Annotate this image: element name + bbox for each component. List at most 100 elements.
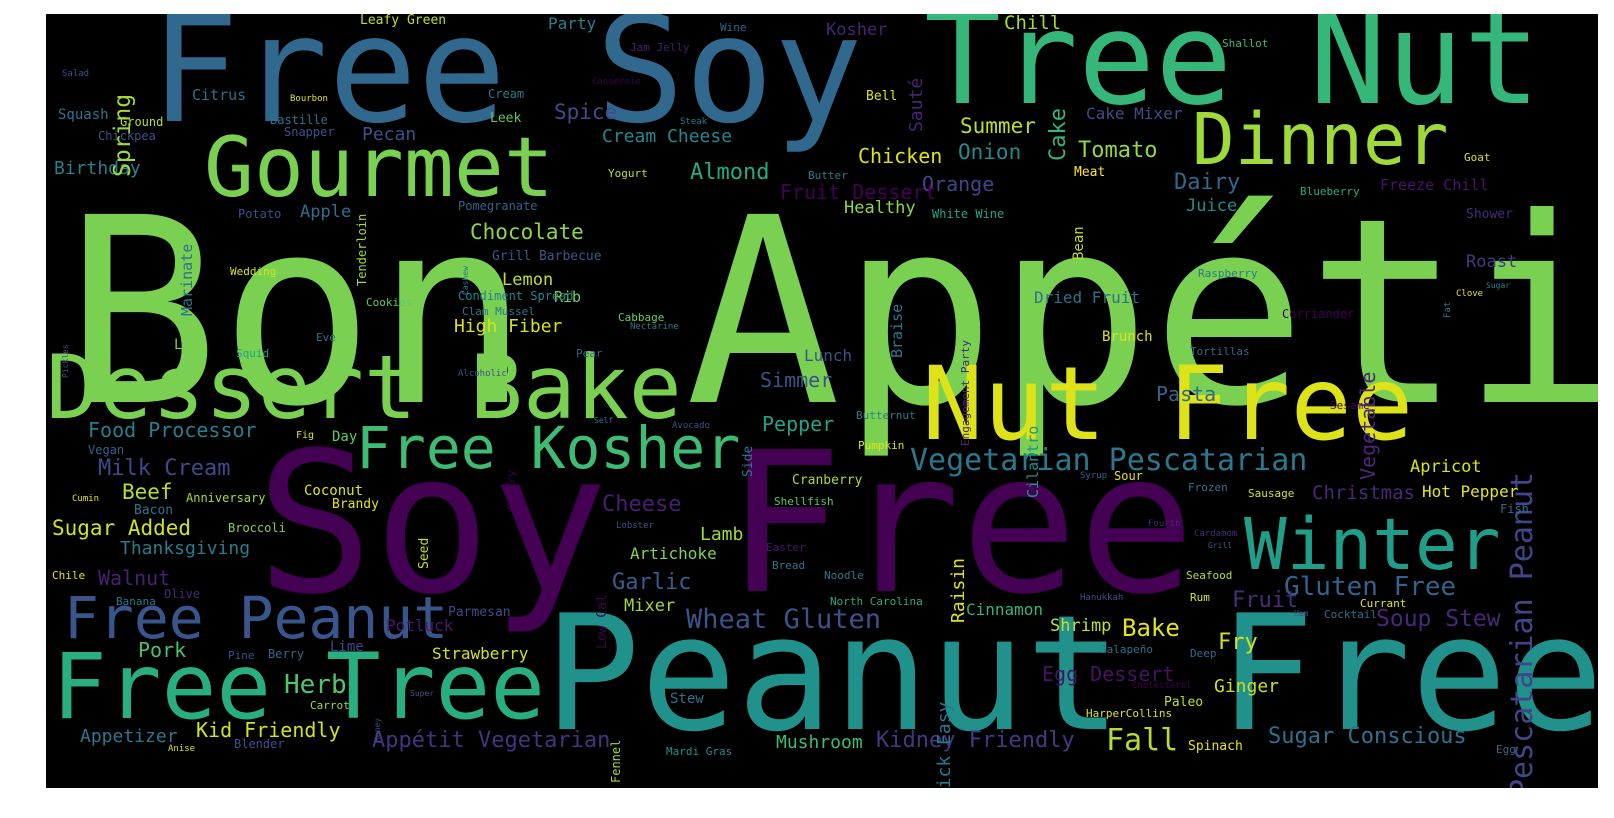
word-lime: Lime <box>330 639 364 655</box>
word-bread: Bread <box>772 559 806 572</box>
word-leafy-green: Leafy Green <box>360 14 447 28</box>
word-north-carolina: North Carolina <box>830 595 923 608</box>
word-chickpea: Chickpea <box>98 129 156 143</box>
word-potato: Potato <box>238 207 282 221</box>
word-self: Self <box>594 416 614 425</box>
word-casserole: Casserole <box>592 77 641 87</box>
word-pork: Pork <box>138 638 187 662</box>
word-lunch: Lunch <box>804 346 853 365</box>
word-birthday: Birthday <box>54 158 141 179</box>
word-jalape-o: Jalapeño <box>1100 643 1153 656</box>
word-blender: Blender <box>234 737 285 751</box>
word-cocktail: Cocktail <box>1324 608 1377 621</box>
word-nectarine: Nectarine <box>630 322 679 332</box>
word-sesame: Sesame <box>1330 399 1370 412</box>
word-dairy: Dairy <box>1174 170 1241 195</box>
word-cholesterol: Cholesterol <box>1132 681 1192 691</box>
word-dinner: Dinner <box>1192 98 1449 181</box>
word-fruit: Fruit <box>1232 588 1299 613</box>
word-christmas: Christmas <box>1312 482 1415 504</box>
word-freeze-chill: Freeze Chill <box>1380 176 1489 194</box>
word-coconut: Coconut <box>304 483 364 499</box>
word-super: Super <box>410 689 435 698</box>
word-almond: Almond <box>690 160 770 185</box>
word-cilantro: Cilantro <box>1024 425 1042 498</box>
word-white-wine: White Wine <box>932 207 1005 221</box>
word-mardi-gras: Mardi Gras <box>666 745 733 758</box>
word-cheese: Cheese <box>602 492 682 517</box>
word-low-cal: Low Cal <box>595 594 610 649</box>
word-engagement-party: Engagement Party <box>959 340 972 446</box>
word-herb: Herb <box>284 670 347 700</box>
word-gourmet: Gourmet <box>204 119 554 216</box>
word-tomato: Tomato <box>1078 138 1158 163</box>
word-sugar-conscious: Sugar Conscious <box>1268 724 1467 749</box>
word-cranberry: Cranberry <box>792 473 863 488</box>
word-brunch: Brunch <box>1102 329 1153 345</box>
word-raisin: Raisin <box>948 557 969 623</box>
word-honey: Honey <box>373 717 382 742</box>
word-snapper: Snapper <box>284 125 335 139</box>
word-lemon: Lemon <box>502 270 554 290</box>
word-clam-mussel: Clam Mussel <box>462 305 535 318</box>
word-bean: Bean <box>1071 226 1087 260</box>
word-dried-fruit: Dried Fruit <box>1034 288 1140 307</box>
word-paleo: Paleo <box>1164 695 1204 710</box>
word-squash: Squash <box>58 107 109 123</box>
word-wheat-gluten: Wheat Gluten <box>686 604 882 635</box>
word-juice: Juice <box>1186 196 1238 216</box>
word-walnut: Walnut <box>98 566 171 590</box>
word-garlic: Garlic <box>612 570 692 595</box>
word-chile: Chile <box>52 569 86 582</box>
word-apple: Apple <box>300 202 352 222</box>
word-egg-dessert: Egg Dessert <box>1042 662 1175 686</box>
word-anise: Anise <box>168 744 196 754</box>
word-clove: Clove <box>1456 289 1484 299</box>
word-cake: Cake <box>1046 108 1071 161</box>
word-banana: Banana <box>116 595 156 608</box>
word-bacon: Bacon <box>134 503 174 518</box>
word-free-kosher: Free Kosher <box>356 414 741 482</box>
word-pomegranate: Pomegranate <box>458 199 538 213</box>
word-rib: Rib <box>554 288 582 306</box>
word-corriander: Corriander <box>1282 307 1355 321</box>
word-food-processor: Food Processor <box>88 418 257 442</box>
word-bourbon: Bourbon <box>290 94 328 104</box>
word-quick-easy: Quick Easy <box>934 701 955 788</box>
word-noodle: Noodle <box>824 569 864 582</box>
word-raspberry: Raspberry <box>1198 267 1258 280</box>
word-harpercollins: HarperCollins <box>1086 707 1173 720</box>
word-wine: Wine <box>720 21 747 34</box>
word-fourth: Fourth <box>1148 519 1181 529</box>
word-cinnamon: Cinnamon <box>966 600 1044 619</box>
word-fall: Fall <box>1106 723 1179 758</box>
word-salad: Salad <box>62 69 90 79</box>
word-olive: Olive <box>164 587 201 601</box>
word-tenderloin: Tenderloin <box>355 213 369 286</box>
word-bell: Bell <box>866 89 898 104</box>
word-hot-pepper: Hot Pepper <box>1422 482 1519 501</box>
word-fruit-dessert: Fruit Dessert <box>780 180 937 204</box>
word-celery: Celery <box>505 470 518 510</box>
word-pickles: Pickles <box>61 344 70 378</box>
word-spring: Spring <box>110 93 136 177</box>
word-parmesan: Parmesan <box>448 605 511 620</box>
word-bastille: Bastille <box>270 113 328 127</box>
word-chicken: Chicken <box>858 144 943 168</box>
word-bon-app-tit: Bon Appétit <box>64 163 1598 463</box>
word-fish: Fish <box>1500 502 1529 516</box>
word-sugar: Sugar <box>1486 281 1511 290</box>
word-pasta: Pasta <box>1156 382 1217 406</box>
word-avocado: Avocado <box>672 421 710 431</box>
word-kosher: Kosher <box>826 20 888 40</box>
word-goat: Goat <box>1464 151 1491 164</box>
word-pecan: Pecan <box>362 124 417 145</box>
word-vegetable: Vegetable <box>1356 371 1380 480</box>
word-party: Party <box>548 14 597 33</box>
word-eve: Eve <box>316 331 336 344</box>
word-rum: Rum <box>1190 591 1210 604</box>
word-orange: Orange <box>922 172 995 196</box>
word-beef: Beef <box>122 480 173 504</box>
word-lobster: Lobster <box>616 521 654 531</box>
word-stew: Stew <box>670 691 704 707</box>
